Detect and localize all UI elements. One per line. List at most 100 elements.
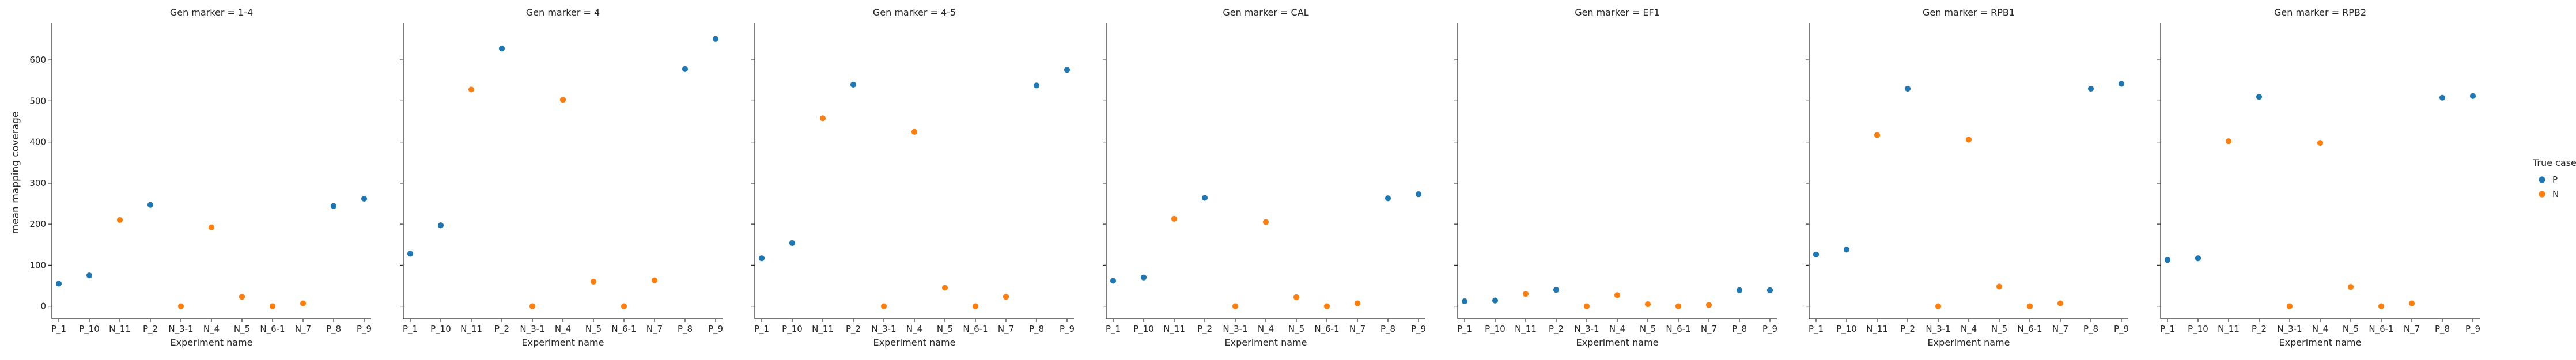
- x-tick-label: P_1: [1809, 324, 1824, 335]
- data-point: [468, 86, 475, 93]
- x-tick-label: N_6-1: [611, 324, 636, 335]
- data-point: [86, 272, 93, 279]
- x-tick-label: N_4: [1609, 324, 1625, 335]
- x-tick-label: N_4: [1961, 324, 1977, 335]
- y-tick-label: 600: [29, 55, 46, 65]
- x-tick-label: N_4: [203, 324, 220, 335]
- x-tick-label: P_8: [678, 324, 693, 335]
- data-point: [1522, 290, 1529, 298]
- data-point: [1614, 291, 1621, 299]
- x-tick-label: N_3-1: [2277, 324, 2302, 335]
- x-tick-label: N_3-1: [1223, 324, 1247, 335]
- x-tick-label: N_4: [2312, 324, 2328, 335]
- data-point: [1705, 301, 1712, 309]
- data-point: [1064, 66, 1071, 74]
- legend-label: N: [2552, 189, 2559, 199]
- data-point: [682, 65, 689, 73]
- data-point: [116, 217, 123, 223]
- data-point: [1171, 215, 1178, 222]
- data-point: [2286, 302, 2293, 310]
- data-point: [850, 81, 857, 88]
- data-point: [2256, 93, 2263, 101]
- x-axis-label: Experiment name: [1576, 337, 1659, 348]
- x-tick-label: N_4: [1258, 324, 1274, 335]
- data-point: [1110, 277, 1117, 285]
- data-point: [1843, 246, 1850, 253]
- x-tick-label: P_8: [2083, 324, 2098, 335]
- x-tick-label: N_6-1: [963, 324, 988, 335]
- x-tick-label: P_8: [1029, 324, 1044, 335]
- x-tick-label: N_11: [1866, 324, 1888, 335]
- legend-title: True case: [2532, 157, 2576, 168]
- y-tick-label: 100: [29, 260, 46, 270]
- data-point: [1262, 218, 1269, 226]
- data-point: [819, 115, 826, 122]
- x-tick-label: N_11: [460, 324, 482, 335]
- data-point: [330, 202, 337, 210]
- data-point: [1354, 300, 1361, 307]
- data-point: [1996, 283, 2003, 290]
- data-point: [208, 223, 215, 231]
- data-point: [177, 302, 184, 310]
- x-tick-label: N_3-1: [1926, 324, 1950, 335]
- data-point: [789, 239, 796, 247]
- x-tick-label: P_9: [357, 324, 372, 335]
- data-point: [621, 302, 627, 310]
- data-point: [1033, 82, 1040, 89]
- x-tick-label: P_9: [708, 324, 723, 335]
- data-point: [1461, 298, 1468, 305]
- x-axis-label: Experiment name: [1225, 337, 1307, 348]
- x-tick-label: P_8: [1380, 324, 1395, 335]
- x-tick-label: P_1: [2160, 324, 2175, 335]
- data-point: [1874, 131, 1881, 139]
- facet-title: Gen marker = EF1: [1575, 7, 1660, 18]
- data-point: [1675, 302, 1682, 310]
- data-point: [1003, 293, 1009, 301]
- data-point: [1583, 302, 1590, 310]
- x-tick-label: N_6-1: [1666, 324, 1690, 335]
- x-tick-label: N_5: [1991, 324, 2007, 335]
- x-tick-label: P_9: [1411, 324, 1426, 335]
- data-point: [2164, 256, 2171, 264]
- x-tick-label: N_3-1: [168, 324, 193, 335]
- x-tick-label: N_7: [1349, 324, 1365, 335]
- facet-title: Gen marker = CAL: [1223, 7, 1308, 18]
- facet-panel: Gen marker = 1-4 0 100 200 300 400 500 600 P_1 P_…: [29, 7, 372, 348]
- x-tick-label: N_3-1: [871, 324, 896, 335]
- x-tick-label: N_7: [1701, 324, 1717, 335]
- data-point: [498, 45, 505, 52]
- data-point: [1232, 302, 1239, 310]
- data-point: [1736, 286, 1743, 294]
- x-tick-label: N_3-1: [520, 324, 544, 335]
- data-point: [758, 255, 765, 262]
- data-point: [1201, 194, 1208, 202]
- x-tick-label: N_7: [646, 324, 663, 335]
- data-point: [1140, 274, 1147, 281]
- y-tick-label: 500: [29, 96, 46, 106]
- facet-panel: Gen marker = 4 P_1 P_10 N_11 P_2 N_3-1 N_4 N_5 N…: [400, 7, 723, 348]
- x-tick-label: N_7: [295, 324, 311, 335]
- x-tick-label: N_5: [1288, 324, 1304, 335]
- data-point: [361, 195, 368, 202]
- y-tick-label: 200: [29, 219, 46, 229]
- legend-marker: [2538, 190, 2546, 198]
- x-tick-label: N_7: [2052, 324, 2068, 335]
- x-tick-label: P_10: [1133, 324, 1154, 335]
- data-point: [1323, 302, 1330, 310]
- legend-items: PN: [2538, 175, 2559, 199]
- x-tick-label: P_10: [79, 324, 100, 335]
- facet-panel: Gen marker = 4-5 P_1 P_10 N_11 P_2 N_3-1 N_4 N_…: [751, 7, 1075, 348]
- x-tick-label: P_10: [1836, 324, 1857, 335]
- data-point: [880, 302, 887, 310]
- facet-panel: Gen marker = EF1 P_1 P_10 N_11 P_2 N_3-1 N_4 N_…: [1454, 7, 1777, 348]
- x-tick-label: P_2: [1900, 324, 1915, 335]
- x-tick-label: N_4: [906, 324, 922, 335]
- x-tick-label: N_11: [1515, 324, 1537, 335]
- data-point: [2118, 80, 2125, 88]
- x-tick-label: P_1: [1106, 324, 1121, 335]
- data-point: [300, 300, 307, 307]
- data-point: [147, 201, 154, 209]
- data-point: [55, 280, 62, 287]
- x-tick-label: N_7: [998, 324, 1014, 335]
